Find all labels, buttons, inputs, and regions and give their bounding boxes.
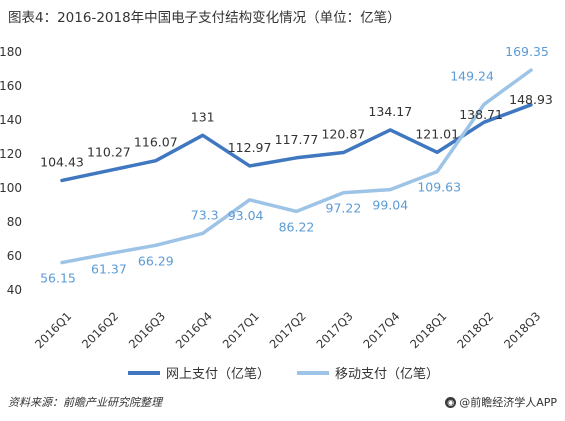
x-tick-label: 2017Q1 [220,309,262,351]
x-tick-label: 2018Q1 [407,309,449,351]
brand-text: @前瞻经济学人APP [459,396,557,409]
online-data-label: 120.87 [322,127,366,142]
chart-title: 图表4：2016-2018年中国电子支付结构变化情况（单位：亿笔） [8,10,401,26]
x-tick-label: 2016Q1 [32,309,74,351]
mobile-data-label: 149.24 [450,68,494,83]
online-data-label: 112.97 [228,140,272,155]
mobile-data-label: 66.29 [138,253,174,268]
legend: 网上支付（亿笔） 移动支付（亿笔） [128,366,439,382]
mobile-data-label: 99.04 [372,198,408,213]
legend-label-online: 网上支付（亿笔） [166,366,270,382]
y-axis: 40 60 80 100 120 140 160 180 [0,45,22,297]
online-data-label: 116.07 [134,135,178,150]
series-lines [60,68,533,265]
x-tick-label: 2017Q4 [360,309,402,351]
x-tick-label: 2016Q4 [173,309,215,351]
brand-mark: ◉ @前瞻经济学人APP [445,394,557,410]
x-tick-label: 2017Q3 [313,309,355,351]
mobile-data-label: 73.3 [191,207,219,222]
mobile-data-label: 97.22 [326,201,362,216]
y-tick-label: 80 [7,215,22,229]
mobile-data-label: 93.04 [228,208,264,223]
mobile-data-label: 56.15 [40,271,76,286]
online-data-label: 117.77 [275,132,319,147]
online-data-label: 134.17 [368,104,412,119]
x-tick-label: 2016Q3 [126,309,168,351]
mobile-data-label: 61.37 [91,262,127,277]
online-data-label: 131 [191,109,215,124]
x-tick-label: 2016Q2 [79,309,121,351]
y-tick-label: 120 [0,147,22,161]
y-tick-label: 160 [0,79,22,93]
online-series-line [60,103,533,183]
mobile-data-label: 86.22 [279,219,315,234]
online-data-label: 148.93 [509,92,553,107]
legend-label-mobile: 移动支付（亿笔） [335,366,439,382]
y-tick-label: 140 [0,113,22,127]
x-tick-label: 2018Q2 [454,309,496,351]
circle-logo-icon: ◉ [445,396,457,408]
mobile-data-label: 109.63 [417,180,461,195]
y-tick-label: 180 [0,45,22,59]
y-tick-label: 100 [0,181,22,195]
x-tick-label: 2018Q3 [501,309,543,351]
y-tick-label: 40 [7,283,22,297]
source-note: 资料来源：前瞻产业研究院整理 [8,396,162,409]
online-data-label: 110.27 [87,145,131,160]
x-tick-label: 2017Q2 [267,309,309,351]
mobile-series-line [60,68,533,265]
online-data-label: 138.71 [459,107,503,122]
x-axis: 2016Q1 2016Q2 2016Q3 2016Q4 2017Q1 2017Q2 2017… [32,309,543,351]
online-data-label: 121.01 [415,126,459,141]
online-data-label: 104.43 [40,154,84,169]
y-tick-label: 60 [7,249,22,263]
mobile-data-label: 169.35 [505,44,549,59]
